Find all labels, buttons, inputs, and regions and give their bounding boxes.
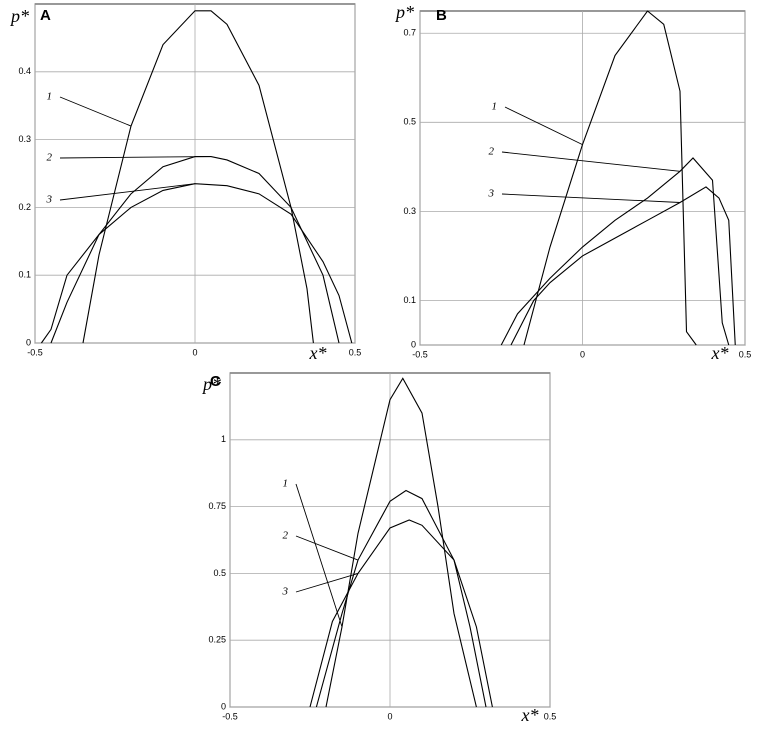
x-tick-label: 0.5	[349, 347, 362, 357]
curve	[315, 489, 487, 708]
x-tick-label: 0	[387, 711, 392, 721]
curve-label: 1	[492, 101, 498, 113]
y-tick-label: 0	[26, 337, 31, 347]
x-axis-label: x*	[521, 705, 539, 725]
leader-line	[501, 193, 681, 203]
curve-label: 2	[283, 530, 289, 542]
leader-line	[59, 96, 132, 127]
curve	[500, 157, 730, 346]
leader-line	[501, 151, 681, 172]
y-tick-label: 0.7	[403, 28, 416, 38]
curve-label: 2	[489, 146, 495, 158]
y-tick-label: 0.2	[18, 202, 31, 212]
x-axis-label: x*	[309, 343, 327, 363]
leader-line	[295, 535, 359, 561]
leader-line	[504, 106, 583, 146]
y-tick-label: 0.5	[403, 117, 416, 127]
curve-label: 2	[47, 152, 53, 164]
x-tick-label: 0.5	[544, 711, 557, 721]
y-tick-label: 0	[221, 701, 226, 711]
curve	[510, 186, 736, 346]
panel-letter: A	[40, 7, 51, 24]
curve	[309, 519, 493, 708]
leader-line	[295, 572, 359, 593]
curve-label: 1	[47, 91, 53, 103]
x-tick-label: 0	[192, 347, 197, 357]
panel-letter: C	[210, 373, 221, 390]
y-tick-label: 0.3	[403, 206, 416, 216]
curve-label: 1	[283, 478, 289, 490]
y-axis-label: p*	[9, 6, 29, 26]
x-axis-label: x*	[711, 343, 729, 363]
curve-label: 3	[282, 586, 289, 598]
leader-line	[59, 183, 196, 201]
y-tick-label: 0.5	[213, 568, 226, 578]
curve	[325, 377, 477, 708]
y-tick-label: 0	[411, 339, 416, 349]
x-tick-label: 0	[580, 349, 585, 359]
y-tick-label: 0.4	[18, 66, 31, 76]
x-tick-label: -0.5	[222, 711, 238, 721]
y-axis-label: p*	[394, 2, 414, 22]
leader-line	[59, 156, 212, 159]
curve-label: 3	[488, 188, 495, 200]
y-tick-label: 0.25	[208, 635, 226, 645]
y-tick-label: 1	[221, 434, 226, 444]
curve	[82, 10, 314, 344]
y-tick-label: 0.1	[18, 270, 31, 280]
curve	[523, 10, 697, 346]
x-tick-label: -0.5	[412, 349, 428, 359]
y-tick-label: 0.75	[208, 501, 226, 511]
y-tick-label: 0.3	[18, 134, 31, 144]
x-tick-label: 0.5	[739, 349, 752, 359]
y-axis-label: p*	[201, 374, 221, 394]
leader-line	[295, 483, 343, 627]
y-tick-label: 0.1	[403, 295, 416, 305]
curve-label: 3	[46, 194, 53, 206]
panel-letter: B	[436, 7, 447, 24]
x-tick-label: -0.5	[27, 347, 43, 357]
